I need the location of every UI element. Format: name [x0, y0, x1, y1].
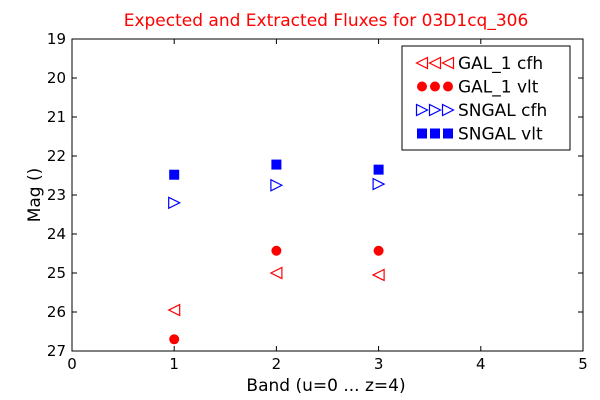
x-axis-label: Band (u=0 ... z=4)	[246, 376, 405, 396]
data-point-sngal-vlt	[271, 159, 282, 170]
x-tick-label: 4	[476, 355, 486, 373]
y-tick-label: 27	[47, 342, 66, 360]
data-point-gal-1-cfh	[167, 303, 181, 317]
y-axis-label: Mag ()	[25, 168, 45, 223]
x-tick-label: 0	[67, 355, 77, 373]
legend-marker	[417, 81, 427, 92]
legend-marker	[430, 128, 440, 139]
data-point-gal-1-vlt	[169, 334, 180, 345]
data-point-sngal-vlt	[373, 164, 384, 175]
data-point-gal-1-cfh	[371, 268, 385, 282]
y-tick-label: 26	[47, 303, 66, 321]
x-tick-label: 2	[272, 355, 282, 373]
y-tick-label: 20	[47, 69, 66, 87]
data-point-sngal-vlt	[169, 169, 180, 180]
legend-marker	[428, 103, 442, 117]
data-point-gal-1-cfh	[269, 266, 283, 280]
y-tick-label: 22	[47, 147, 66, 165]
x-tick-label: 3	[374, 355, 384, 373]
legend-marker	[443, 128, 453, 139]
data-point-sngal-cfh	[270, 178, 284, 192]
legend-marker	[441, 103, 455, 117]
x-tick-label: 1	[169, 355, 179, 373]
legend-marker	[428, 56, 442, 70]
data-point-sngal-cfh	[168, 196, 182, 210]
data-point-gal-1-vlt	[373, 245, 384, 256]
legend-marker	[443, 81, 453, 92]
legend-label: GAL_1 cfh	[458, 54, 543, 74]
legend-marker	[430, 81, 440, 92]
legend-marker	[415, 56, 429, 70]
legend-label: SNGAL vlt	[458, 125, 543, 145]
y-tick-label: 23	[47, 186, 66, 204]
legend: GAL_1 cfh GAL_1 vlt SNGAL cfh SNGAL vlt	[401, 45, 571, 151]
legend-marker	[417, 128, 427, 139]
legend-label: GAL_1 vlt	[458, 78, 539, 98]
legend-label: SNGAL cfh	[458, 101, 547, 121]
y-tick-label: 19	[47, 30, 66, 48]
y-tick-label: 25	[47, 264, 66, 282]
legend-marker	[441, 56, 455, 70]
chart-title: Expected and Extracted Fluxes for 03D1cq…	[124, 11, 529, 31]
legend-marker	[415, 103, 429, 117]
y-tick-label: 21	[47, 108, 66, 126]
x-tick-label: 5	[578, 355, 588, 373]
data-point-sngal-cfh	[372, 177, 386, 191]
y-tick-label: 24	[47, 225, 66, 243]
data-point-gal-1-vlt	[271, 245, 282, 256]
